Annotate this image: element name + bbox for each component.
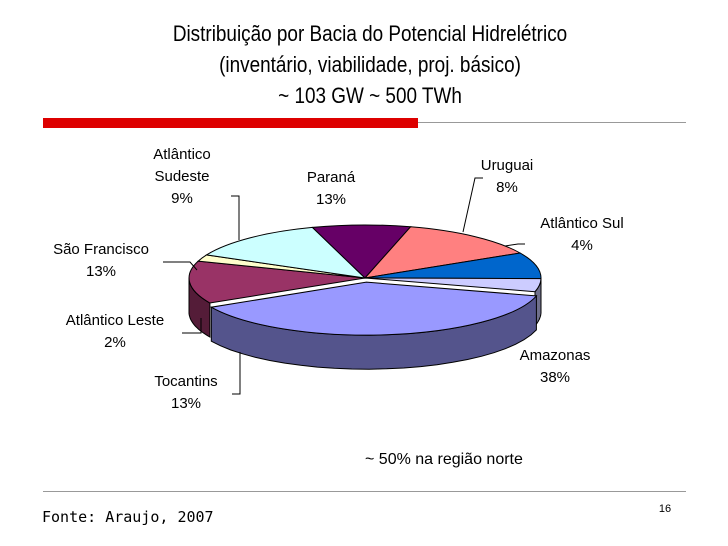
label-uruguai-name: Uruguai xyxy=(481,157,534,174)
label-amazonas-percent: 38% xyxy=(540,369,570,386)
title-line-2: (inventário, viabilidade, proj. básico) xyxy=(219,52,521,77)
chart-title: Distribuição por Bacia do Potencial Hidr… xyxy=(112,18,628,111)
label-atl-ntico-sudeste-line1: Atlântico xyxy=(153,146,211,163)
label-atl-ntico-leste-percent: 2% xyxy=(104,334,126,351)
page-number: 16 xyxy=(658,503,672,515)
slice-uruguai xyxy=(364,252,542,280)
pie-leaders xyxy=(163,177,525,395)
source-citation: Fonte: Araujo, 2007 xyxy=(42,508,214,526)
pie-tops xyxy=(188,224,542,336)
slice-atl-ntico-sudeste xyxy=(311,224,412,279)
label-amazonas-name: Amazonas xyxy=(520,347,591,364)
slice-paran- xyxy=(363,226,522,279)
leader-line-uruguai xyxy=(462,177,483,233)
leader-line-tocantins xyxy=(232,352,241,395)
label-paran--name: Paraná xyxy=(307,169,356,186)
title-line-3: ~ 103 GW ~ 500 TWh xyxy=(278,83,462,108)
slice-tocantins xyxy=(188,260,366,304)
leader-line-atl-ntico-leste xyxy=(182,318,202,334)
label-atl-ntico-leste-name: Atlântico Leste xyxy=(66,312,164,329)
label-tocantins-name: Tocantins xyxy=(154,373,217,390)
title-underline-red xyxy=(43,118,418,128)
slice-amazonas xyxy=(209,281,538,336)
leader-line-atl-ntico-sudeste xyxy=(231,195,240,240)
label-atl-ntico-sul-name: Atlântico Sul xyxy=(540,215,623,232)
label-s-o-francisco-name: São Francisco xyxy=(53,241,149,258)
title-underline-gray xyxy=(418,122,686,123)
region-note: ~ 50% na região norte xyxy=(365,451,523,468)
label-s-o-francisco-percent: 13% xyxy=(86,263,116,280)
label-atl-ntico-sul-percent: 4% xyxy=(571,237,593,254)
label-tocantins-percent: 13% xyxy=(171,395,201,412)
label-paran--percent: 13% xyxy=(316,191,346,208)
footer-rule xyxy=(43,491,686,492)
slice-atl-ntico-sul xyxy=(364,277,542,293)
label-uruguai-percent: 8% xyxy=(496,179,518,196)
label-atl-ntico-sudeste-percent: 9% xyxy=(171,190,193,207)
pie-labels: Amazonas 38% Tocantins 13% Atlântico Leste 2%… xyxy=(53,146,624,412)
title-line-1: Distribuição por Bacia do Potencial Hidr… xyxy=(172,21,568,46)
leader-line-atl-ntico-sul xyxy=(504,243,525,247)
leader-line-s-o-francisco xyxy=(163,261,198,271)
label-atl-ntico-sudeste-line2: Sudeste xyxy=(154,168,209,185)
